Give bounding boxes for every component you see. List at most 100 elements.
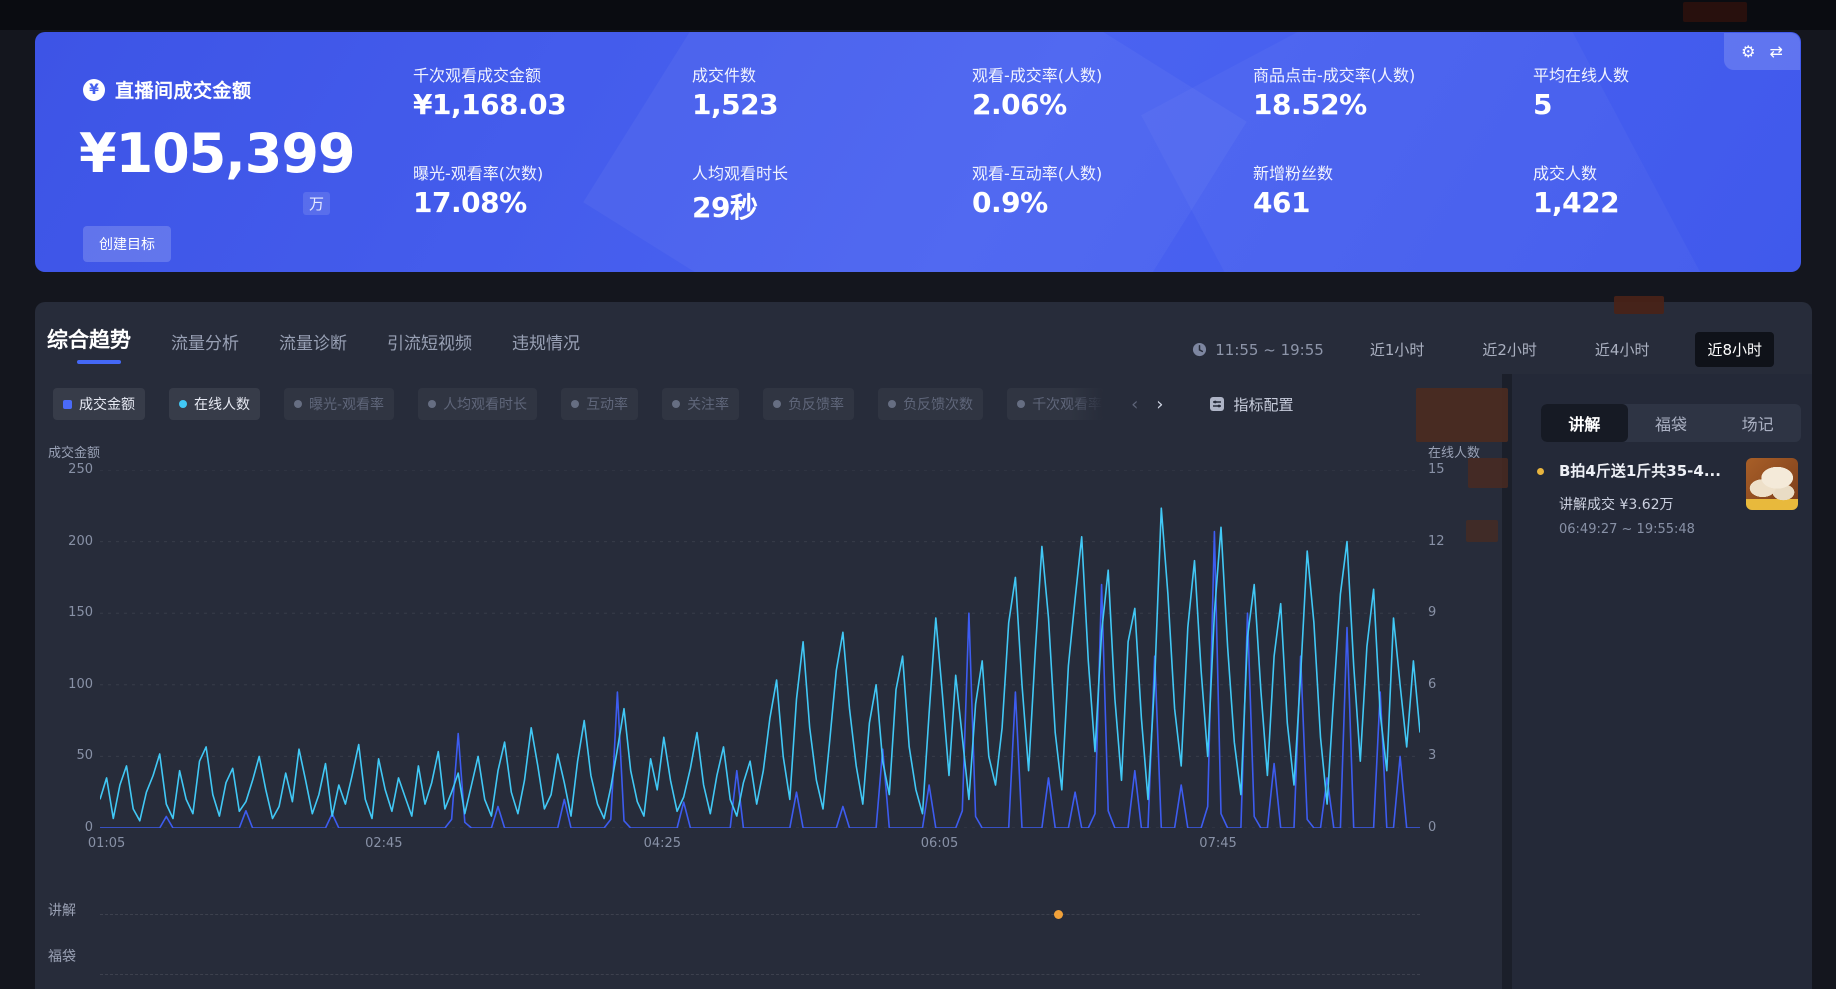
time-range: 11:55 ~ 19:55 <box>1192 341 1324 359</box>
metric-label: 平均在线人数 <box>1533 66 1630 85</box>
explain-track <box>100 910 1420 919</box>
hero-gmv-card: ¥ 直播间成交金额 ¥105,399 万 创建目标 千次观看成交金额 ¥1,16… <box>35 32 1801 272</box>
gear-icon[interactable]: ⚙ <box>1741 41 1756 61</box>
metric-value: 18.52% <box>1253 88 1367 121</box>
y-right-tick: 3 <box>1428 748 1437 764</box>
metric-column: 成交件数 1,523 人均观看时长 29秒 <box>692 32 952 272</box>
y-left-tick: 50 <box>76 748 93 764</box>
metric-value: 5 <box>1533 88 1552 121</box>
create-goal-button[interactable]: 创建目标 <box>83 226 171 262</box>
x-axis-labels: 01:05 02:45 04:25 06:05 07:45 <box>88 836 1420 856</box>
x-axis-tick: 01:05 <box>87 836 126 851</box>
chip-per-thousand-views[interactable]: 千次观看率 <box>1007 388 1104 420</box>
chip-label: 关注率 <box>687 397 730 413</box>
y-left-tick: 100 <box>68 676 93 692</box>
tab-violations[interactable]: 违规情况 <box>512 334 580 354</box>
chip-label: 成交金额 <box>79 397 135 413</box>
product-thumbnail[interactable] <box>1746 458 1798 510</box>
left-axis-ticks: 250 200 150 100 50 0 <box>35 462 93 835</box>
gray-dot-marker <box>888 400 897 408</box>
tab-short-video[interactable]: 引流短视频 <box>387 334 472 354</box>
cyan-dot-marker <box>179 400 187 408</box>
chip-exposure-view-rate[interactable]: 曝光-观看率 <box>284 388 395 420</box>
track-label-luckybag: 福袋 <box>48 949 76 965</box>
product-title: B拍4斤送1斤共35-4... <box>1559 462 1721 480</box>
sidebar-tab-explain[interactable]: 讲解 <box>1541 404 1628 442</box>
sidebar-tab-log[interactable]: 场记 <box>1741 415 1774 434</box>
gray-dot-marker <box>571 400 580 408</box>
left-axis-title: 成交金额 <box>48 446 101 461</box>
swap-icon[interactable]: ⇄ <box>1769 41 1783 61</box>
metric-value: 1,523 <box>692 88 779 121</box>
metric-label: 千次观看成交金额 <box>413 66 542 85</box>
chevron-left-icon[interactable]: ‹ <box>1131 393 1139 415</box>
chip-online-users[interactable]: 在线人数 <box>169 388 260 420</box>
sidebar-tab-luckybag[interactable]: 福袋 <box>1655 415 1688 434</box>
yuan-coin-icon: ¥ <box>83 78 105 101</box>
y-right-tick: 12 <box>1428 533 1445 549</box>
trend-tab-bar: 综合趋势 流量分析 流量诊断 引流短视频 违规情况 <box>47 324 580 364</box>
metric-value: 461 <box>1253 186 1310 219</box>
explain-event-dot[interactable] <box>1054 910 1064 919</box>
hero-gmv-unit: 万 <box>303 192 331 215</box>
range-2h-button[interactable]: 近2小时 <box>1470 332 1549 367</box>
gray-dot-marker <box>672 400 681 408</box>
gray-dot-marker <box>294 400 302 408</box>
y-left-tick: 200 <box>68 533 93 549</box>
metric-label: 观看-互动率(人数) <box>972 164 1103 183</box>
track-label-explain: 讲解 <box>48 903 76 919</box>
metric-label: 成交件数 <box>692 66 757 85</box>
tab-overall-trend[interactable]: 综合趋势 <box>47 324 131 364</box>
time-range-text: 11:55 ~ 19:55 <box>1215 340 1324 359</box>
range-1h-button[interactable]: 近1小时 <box>1358 332 1437 367</box>
metric-label: 人均观看时长 <box>692 164 789 183</box>
chip-label: 互动率 <box>586 397 629 413</box>
event-sidebar: 讲解 福袋 场记 B拍4斤送1斤共35-4... 讲解成交 ¥3.62万 06:… <box>1512 374 1812 989</box>
y-left-tick: 150 <box>68 605 93 621</box>
right-axis-ticks: 15 12 9 6 3 0 <box>1428 462 1478 835</box>
right-axis-title: 在线人数 <box>1428 446 1481 461</box>
metric-value: 2.06% <box>972 88 1067 121</box>
tab-traffic-diagnosis[interactable]: 流量诊断 <box>279 334 347 354</box>
chip-avg-watch-time[interactable]: 人均观看时长 <box>418 388 538 420</box>
metric-value: ¥1,168.03 <box>413 88 567 121</box>
gray-dot-marker <box>428 400 437 408</box>
background-bleed-artifact <box>1468 458 1508 488</box>
y-left-tick: 250 <box>68 462 93 477</box>
metric-label: 曝光-观看率(次数) <box>413 164 544 183</box>
chip-label: 曝光-观看率 <box>309 397 385 413</box>
clock-icon <box>1193 342 1207 357</box>
hero-toolbar: ⚙ ⇄ <box>1724 33 1800 70</box>
chip-label: 负反馈次数 <box>903 397 974 413</box>
y-right-tick: 15 <box>1428 462 1445 477</box>
tab-traffic-analysis[interactable]: 流量分析 <box>171 334 239 354</box>
sidebar-separator <box>1502 374 1512 989</box>
y-right-tick: 0 <box>1428 820 1437 835</box>
hero-title-row: ¥ 直播间成交金额 <box>83 76 252 103</box>
chip-follow-rate[interactable]: 关注率 <box>662 388 740 420</box>
chip-gmv[interactable]: 成交金额 <box>53 388 145 420</box>
explain-time-range: 06:49:27 ~ 19:55:48 <box>1559 522 1695 537</box>
chip-negative-feedback-rate[interactable]: 负反馈率 <box>763 388 855 420</box>
range-8h-button[interactable]: 近8小时 <box>1695 332 1774 367</box>
metric-config-button[interactable]: 指标配置 <box>1209 394 1293 415</box>
blue-square-marker <box>63 399 72 409</box>
time-range-row: 11:55 ~ 19:55 近1小时 近2小时 近4小时 近8小时 <box>1192 332 1774 367</box>
chip-negative-feedback-count[interactable]: 负反馈次数 <box>878 388 984 420</box>
range-4h-button[interactable]: 近4小时 <box>1583 332 1662 367</box>
sidebar-tab-bar: 讲解 福袋 场记 <box>1541 404 1801 442</box>
luckybag-track <box>100 974 1420 975</box>
gray-dot-marker <box>773 400 782 408</box>
metric-label: 新增粉丝数 <box>1253 164 1334 183</box>
y-right-tick: 6 <box>1428 676 1437 692</box>
chip-label: 人均观看时长 <box>443 397 528 413</box>
metric-column: 观看-成交率(人数) 2.06% 观看-互动率(人数) 0.9% <box>972 32 1232 272</box>
explain-list-item[interactable]: B拍4斤送1斤共35-4... 讲解成交 ¥3.62万 06:49:27 ~ 1… <box>1526 454 1798 550</box>
chevron-right-icon[interactable]: › <box>1156 393 1164 415</box>
metric-chip-row: 成交金额 在线人数 曝光-观看率 人均观看时长 互动率 关注率 负反馈率 负反馈… <box>53 388 1293 420</box>
chip-interaction-rate[interactable]: 互动率 <box>561 388 639 420</box>
trend-chart-svg <box>99 469 1421 829</box>
sliders-icon <box>1210 397 1225 411</box>
trend-chart <box>99 469 1421 829</box>
